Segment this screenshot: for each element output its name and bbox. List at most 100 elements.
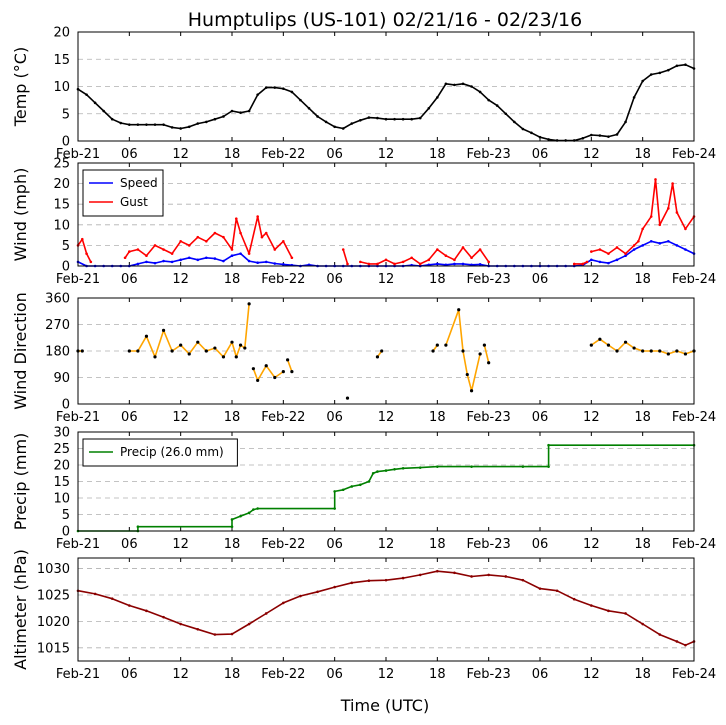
data-point (282, 87, 285, 90)
x-tick-label: 18 (429, 147, 446, 162)
data-point (632, 244, 636, 247)
data-point (359, 118, 362, 122)
data-point (384, 258, 388, 262)
data-point (401, 117, 405, 121)
data-point (401, 467, 405, 470)
y-axis-label: Altimeter (hPa) (11, 549, 30, 670)
data-point (128, 604, 131, 607)
data-point (384, 117, 388, 121)
data-point (470, 85, 473, 88)
data-point (521, 465, 525, 468)
plot-frame (77, 162, 695, 267)
x-tick-label: Feb-24 (672, 272, 716, 287)
data-point (243, 346, 247, 350)
data-point (418, 466, 422, 469)
series-line (286, 359, 293, 372)
x-tick-label: 18 (224, 147, 241, 162)
data-point (654, 178, 657, 181)
panel-direction: 0 90 180 270 360 Wind Direction Feb-21 06 12 18 Fe… (11, 292, 716, 426)
x-tick-label: 18 (634, 272, 651, 287)
data-point (161, 328, 166, 332)
data-point (470, 465, 473, 468)
y-tick-label: 5 (62, 107, 70, 122)
data-point (222, 259, 225, 263)
x-tick-label: 06 (532, 272, 549, 287)
data-point (418, 262, 422, 266)
y-tick-label: 5 (62, 239, 70, 254)
data-point (418, 573, 422, 577)
y-tick-label: 270 (45, 318, 70, 333)
data-point (264, 260, 268, 264)
series-line (360, 246, 490, 265)
x-tick-label: Feb-23 (467, 410, 511, 425)
data-point (205, 120, 208, 124)
y-tick-label: 1030 (37, 562, 70, 577)
data-point (204, 349, 208, 353)
y-tick-label: 20 (53, 26, 70, 41)
y-tick-label: 15 (53, 198, 70, 213)
data-point (371, 471, 375, 475)
series-line (574, 261, 588, 265)
data-point (572, 262, 576, 266)
legend-box (82, 169, 164, 217)
x-tick-label: Feb-22 (261, 272, 305, 287)
y-tick-label: 20 (53, 459, 70, 474)
data-point (80, 349, 84, 353)
data-point (376, 470, 379, 473)
data-point (123, 256, 127, 260)
data-point (624, 254, 627, 257)
data-point (675, 244, 679, 247)
data-point (495, 104, 499, 107)
x-tick-label: 06 (326, 272, 343, 287)
data-point (85, 252, 88, 255)
data-point (145, 609, 148, 613)
data-point (247, 302, 251, 306)
data-point (128, 123, 131, 126)
data-point (658, 223, 662, 227)
x-tick-label: 06 (532, 667, 549, 682)
data-point (205, 239, 208, 243)
data-point (333, 507, 336, 510)
data-point (234, 217, 238, 220)
data-point (632, 248, 636, 251)
data-point (144, 334, 149, 338)
data-point (282, 601, 285, 605)
data-point (367, 480, 371, 483)
data-point (427, 107, 431, 110)
data-point (162, 259, 165, 263)
y-tick-label: 10 (53, 80, 70, 95)
y-tick-label: 20 (53, 177, 70, 192)
series-line (124, 215, 293, 259)
series-line (129, 303, 250, 358)
x-tick-label: Feb-21 (56, 410, 100, 425)
x-tick-label: 18 (429, 537, 446, 552)
data-point (367, 116, 371, 119)
data-point (444, 343, 448, 347)
data-point (273, 248, 277, 251)
y-axis-label: Temp (°C) (11, 47, 30, 127)
plot-frame (77, 431, 695, 532)
y-tick-label: 0 (62, 525, 70, 540)
data-point (264, 612, 268, 615)
data-point (256, 93, 259, 96)
data-point (162, 123, 165, 126)
data-point (615, 258, 619, 262)
data-point (282, 263, 285, 266)
y-axis-label: Wind Direction (11, 292, 30, 410)
plot-frame (77, 557, 695, 662)
x-tick-label: Feb-22 (261, 147, 305, 162)
data-point (247, 252, 251, 255)
x-tick-label: 12 (583, 537, 600, 552)
data-point (179, 127, 182, 130)
data-point (187, 256, 191, 260)
data-point (683, 352, 688, 356)
x-tick-label: 18 (224, 667, 241, 682)
data-point (410, 117, 413, 121)
data-point (239, 252, 242, 255)
x-tick-label: 06 (121, 272, 138, 287)
x-tick-label: 12 (583, 667, 600, 682)
x-tick-label: Feb-24 (672, 147, 716, 162)
x-tick-label: 18 (224, 410, 241, 425)
x-tick-label: 18 (634, 667, 651, 682)
data-point (264, 86, 268, 89)
